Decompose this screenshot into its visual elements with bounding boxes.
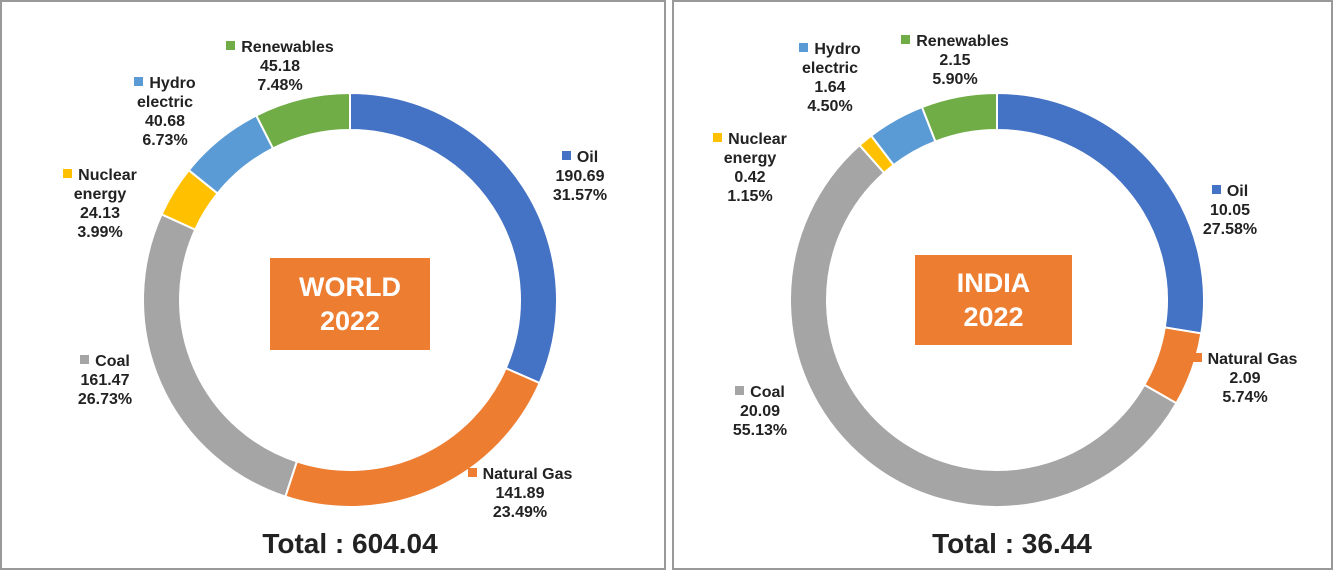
label-name: Oil	[1170, 182, 1290, 201]
percent-label: 31.57%	[552, 187, 608, 204]
legend-swatch	[134, 77, 144, 86]
data-label: Nuclear energy 0.42 1.15%	[695, 130, 805, 206]
legend-swatch	[226, 41, 236, 50]
donut-segment	[254, 91, 351, 150]
donut-segment	[142, 213, 299, 498]
category-name: Coal	[750, 384, 785, 401]
category-name: Nuclear energy	[73, 167, 137, 203]
percent-label: 5.74%	[1222, 389, 1268, 406]
percent-label: 4.50%	[807, 98, 853, 115]
panel-border	[0, 0, 666, 570]
value-label: 0.42	[734, 169, 766, 186]
category-name: Natural Gas	[1207, 351, 1298, 368]
category-name: Natural Gas	[482, 466, 573, 483]
percent-label: 1.15%	[727, 188, 773, 205]
category-name: Hydro electric	[801, 41, 861, 77]
label-name: Renewables	[220, 38, 340, 57]
category-name: Hydro electric	[136, 75, 196, 111]
legend-swatch	[901, 35, 911, 44]
legend-swatch	[1192, 353, 1202, 362]
percent-label: 55.13%	[732, 422, 788, 439]
label-name: Natural Gas	[1180, 350, 1310, 369]
value-label: 2.15	[939, 52, 971, 69]
label-name: Coal	[50, 352, 160, 371]
category-name: Renewables	[916, 33, 1009, 50]
label-name: Oil	[520, 148, 640, 167]
label-name: Coal	[705, 383, 815, 402]
label-name: Renewables	[895, 32, 1015, 51]
value-label: 24.13	[79, 205, 121, 222]
value-label: 1.64	[814, 79, 846, 96]
label-name: Nuclear energy	[45, 166, 155, 204]
label-name: Hydro electric	[775, 40, 885, 78]
percent-label: 3.99%	[77, 224, 123, 241]
legend-swatch	[713, 133, 723, 142]
data-label: Nuclear energy 24.13 3.99%	[45, 166, 155, 242]
data-label: Hydro electric 1.64 4.50%	[775, 40, 885, 116]
legend-swatch	[63, 169, 73, 178]
legend-swatch	[799, 43, 809, 52]
category-name: Oil	[1226, 183, 1249, 200]
center-label: INDIA 2022	[956, 268, 1031, 332]
panel-border	[672, 0, 1333, 570]
value-label: 2.09	[1229, 370, 1261, 387]
category-name: Oil	[576, 149, 599, 166]
data-label: Natural Gas 141.89 23.49%	[450, 465, 590, 522]
legend-swatch	[561, 151, 571, 160]
label-name: Nuclear energy	[695, 130, 805, 168]
legend-swatch	[80, 355, 90, 364]
value-label: 20.09	[739, 403, 781, 420]
percent-label: 26.73%	[77, 391, 133, 408]
value-label: 190.69	[555, 168, 605, 185]
category-name: Coal	[95, 353, 130, 370]
category-name: Nuclear energy	[723, 131, 787, 167]
label-name: Hydro electric	[110, 74, 220, 112]
total-label: Total : 36.44	[932, 528, 1092, 559]
percent-label: 5.90%	[932, 71, 978, 88]
donut-segment	[789, 143, 1178, 508]
value-label: 161.47	[80, 372, 130, 389]
center-box: WORLD 2022	[270, 258, 430, 350]
data-label: Coal 161.47 26.73%	[50, 352, 160, 409]
percent-label: 7.48%	[257, 77, 303, 94]
legend-swatch	[467, 468, 477, 477]
center-box: INDIA 2022	[915, 255, 1072, 345]
data-label: Oil 190.69 31.57%	[520, 148, 640, 205]
percent-label: 23.49%	[492, 504, 548, 521]
total-label: Total : 604.04	[262, 528, 438, 559]
center-label: WORLD 2022	[299, 272, 401, 336]
donut-segment	[920, 91, 998, 143]
value-label: 45.18	[259, 58, 301, 75]
percent-label: 27.58%	[1202, 221, 1258, 238]
category-name: Renewables	[241, 39, 334, 56]
legend-swatch	[735, 386, 745, 395]
percent-label: 6.73%	[142, 132, 188, 149]
data-label: Renewables 2.15 5.90%	[895, 32, 1015, 89]
value-label: 10.05	[1209, 202, 1251, 219]
value-label: 141.89	[495, 485, 545, 502]
data-label: Natural Gas 2.09 5.74%	[1180, 350, 1310, 407]
data-label: Renewables 45.18 7.48%	[220, 38, 340, 95]
data-label: Coal 20.09 55.13%	[705, 383, 815, 440]
label-name: Natural Gas	[450, 465, 590, 484]
legend-swatch	[1211, 185, 1221, 194]
value-label: 40.68	[144, 113, 186, 130]
data-label: Hydro electric 40.68 6.73%	[110, 74, 220, 150]
data-label: Oil 10.05 27.58%	[1170, 182, 1290, 239]
